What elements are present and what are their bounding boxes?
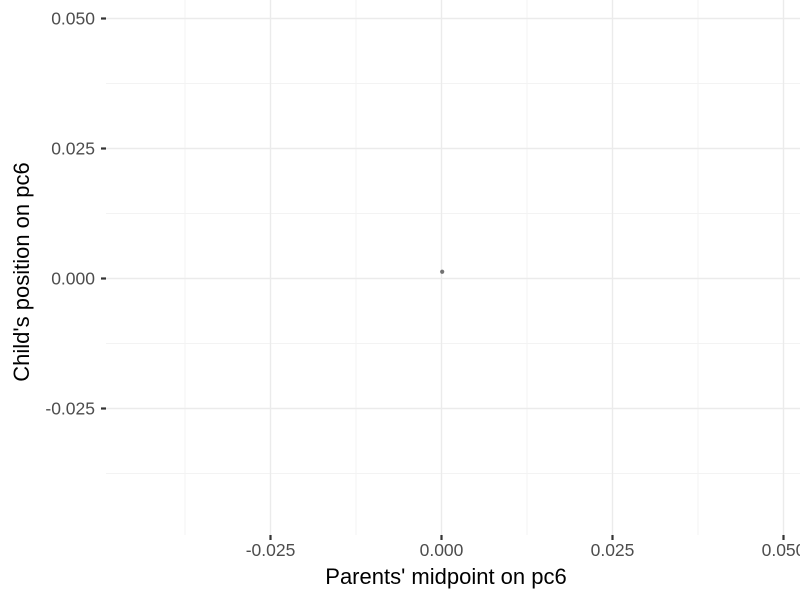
y-tick-label: -0.025 <box>45 399 95 419</box>
y-tick-label: 0.050 <box>51 9 95 29</box>
y-tick-label: 0.000 <box>51 269 95 289</box>
data-points <box>440 269 445 274</box>
data-point <box>440 269 445 274</box>
y-tick-label: 0.025 <box>51 139 95 159</box>
y-axis: -0.025 0.000 0.025 0.050 <box>45 9 106 419</box>
x-tick-label: -0.025 <box>246 540 296 560</box>
panel-background <box>106 0 800 535</box>
x-tick-label: 0.025 <box>591 540 635 560</box>
y-axis-title: Child's position on pc6 <box>9 162 34 381</box>
major-gridlines <box>106 0 800 535</box>
x-tick-label: 0.000 <box>420 540 464 560</box>
x-tick-label: 0.050 <box>762 540 800 560</box>
minor-gridlines <box>106 0 800 535</box>
x-axis: -0.025 0.000 0.025 0.050 <box>246 535 800 560</box>
x-axis-title: Parents' midpoint on pc6 <box>325 564 566 589</box>
